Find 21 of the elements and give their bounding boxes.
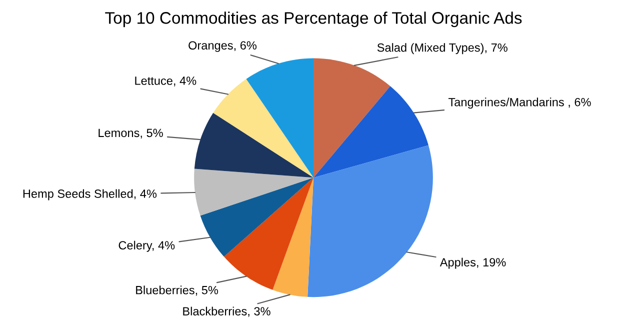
slice-label: Blueberries, 5% <box>136 286 218 296</box>
pie-slice <box>213 78 314 178</box>
chart-title: Top 10 Commodities as Percentage of Total Organic Ads <box>105 12 522 28</box>
slice-label: Celery, 4% <box>118 240 175 252</box>
slice-label: Salad (Mixed Types), 7% <box>377 43 508 54</box>
pie-slice <box>200 178 314 257</box>
slice-label: Tangerines/Mandarins , 6% <box>448 98 591 109</box>
slice-label: Hemp Seeds Shelled, 4% <box>23 189 157 200</box>
pie-slice <box>194 168 314 216</box>
pie-slice <box>246 58 314 178</box>
pie-slice <box>314 86 428 178</box>
pie-slice <box>194 112 314 178</box>
pie-slice <box>308 145 433 298</box>
slice-label: Apples, 19% <box>440 258 506 269</box>
slice-label: Blackberries, 3% <box>183 306 270 317</box>
slice-label: Lettuce, 4% <box>135 76 196 86</box>
pie-slice <box>314 58 390 178</box>
slice-label: Oranges, 6% <box>188 41 257 52</box>
pie-slice <box>224 178 314 290</box>
pie-slice <box>272 178 314 297</box>
slice-label: Lemons, 5% <box>98 128 163 138</box>
